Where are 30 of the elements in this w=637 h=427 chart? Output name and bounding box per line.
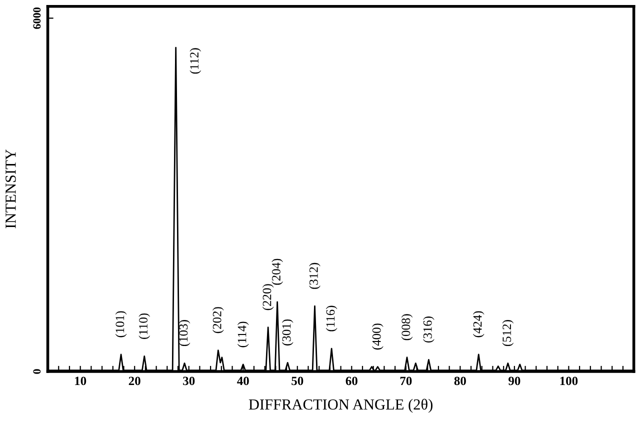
x-tick-label: 80	[454, 376, 466, 386]
x-tick-label: 50	[292, 376, 304, 386]
annotation: (103)	[178, 320, 190, 346]
annotation: (301)	[282, 319, 294, 346]
x-tick-label: 10	[75, 376, 86, 386]
annotation: (008)	[401, 314, 413, 340]
annotation: (202)	[212, 307, 224, 334]
annotation: (110)	[138, 313, 150, 339]
annotation: (424)	[472, 311, 484, 338]
annotation: (114)	[237, 322, 249, 348]
x-tick-label: 90	[508, 376, 520, 386]
annotation: (101)	[115, 311, 127, 338]
x-tick-label: 60	[346, 376, 358, 386]
x-axis-title: DIFFRACTION ANGLE (2θ)	[248, 398, 432, 413]
annotation: (316)	[423, 316, 434, 342]
annotation: (204)	[272, 258, 283, 285]
y-tick-label: 0	[33, 369, 41, 374]
x-tick-label: 100	[560, 376, 578, 386]
annotation: (312)	[309, 262, 320, 289]
x-tick-label: 20	[128, 376, 140, 386]
y-axis-title: INTENSITY	[6, 149, 16, 228]
y-tick-label: 6000	[33, 7, 41, 29]
annotation: (220)	[262, 284, 274, 310]
annotation: (400)	[372, 324, 384, 350]
x-tick-label: 40	[237, 376, 249, 386]
annotation: (512)	[502, 320, 514, 346]
annotation: (112)	[190, 48, 202, 74]
annotation: (116)	[326, 306, 338, 332]
x-tick-label: 70	[400, 376, 412, 386]
x-tick-label: 30	[183, 376, 195, 386]
